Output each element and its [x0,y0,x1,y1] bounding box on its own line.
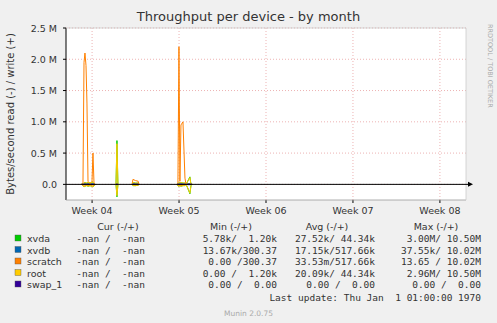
x-grid-line [439,28,440,200]
legend-label: xvda [27,233,50,244]
legend-stat: 0.00 /300.37 [208,256,277,267]
legend-stat: 3.00M/ 10.50M [407,233,482,244]
x-grid-line [266,28,267,200]
y-grid-line [66,153,466,154]
x-tick [439,200,440,203]
legend-stat: -nan / -nan [76,279,145,290]
legend-stat: 2.96M/ 10.50M [407,268,482,279]
legend-stat: 0.00 / 1.20k [203,268,278,279]
legend-header: Avg (-/+) [306,221,349,232]
write-line [82,141,192,185]
read-line [82,184,192,195]
zero-axis [66,184,470,185]
legend-swatch [15,281,21,287]
footer: Munin 2.0.75 [224,309,273,318]
top-range-line [66,28,466,29]
data-group [82,47,192,197]
legend-stat: -nan / -nan [76,233,145,244]
x-tick-label: Week 05 [158,205,199,216]
legend-stat: 0.00 / 0.00 [412,279,481,290]
legend-label: root [27,268,46,279]
legend-stat: 0.00 / 0.00 [306,279,375,290]
legend-stat: 13.67k/300.37 [203,245,277,256]
read-line [82,184,192,197]
legend-swatch [15,270,21,276]
y-tick-label: 1.0 M [31,116,57,127]
legend-stat: 17.15k/517.66k [295,245,375,256]
legend-label: xvdb [27,245,50,256]
axis-arrow [468,182,473,187]
y-grid-line [66,28,466,29]
legend-header: Cur (-/+) [97,221,139,232]
x-tick-label: Week 08 [419,205,460,216]
right-range-line [466,28,467,200]
y-grid-line [66,90,466,91]
y-axis-label: Bytes/second read (-) / write (+) [5,33,16,195]
write-line [82,144,192,185]
legend-swatch [15,258,21,264]
x-tick-label: Week 07 [332,205,373,216]
legend-stat: -nan / -nan [76,268,145,279]
x-tick [266,200,267,203]
legend-swatch [15,247,21,253]
legend-stat: -nan / -nan [76,256,145,267]
write-line [82,47,192,185]
legend-stat: 37.55k/ 10.02M [401,245,481,256]
legend-stat: 20.09k/ 44.34k [295,268,375,279]
x-tick-label: Week 04 [72,205,113,216]
legend-stat: 5.78k/ 1.20k [203,233,278,244]
y-tick-label: 0.0 [42,179,57,190]
chart-root: Throughput per device - by month Bytes/se… [0,0,497,323]
watermark: RRDTOOL / TOBI OETIKER [486,24,494,108]
plot-area [66,28,466,200]
legend-header: Max (-/+) [414,221,459,232]
background [0,0,497,323]
y-tick-label: 2.5 M [31,23,57,34]
x-tick [352,200,353,203]
x-tick-label: Week 06 [245,205,286,216]
legend-stat: 13.65 / 10.02M [401,256,481,267]
chart: Throughput per device - by month Bytes/se… [0,0,497,323]
legend-label: swap_1 [27,279,62,290]
legend-swatch [15,235,21,241]
y-tick-label: 0.5 M [31,148,57,159]
legend-header: Min (-/+) [210,221,252,232]
y-tick-label: 2.0 M [31,54,57,65]
legend-stat: 27.52k/ 44.34k [295,233,375,244]
y-axis-line [66,28,67,200]
legend-stat: 0.00 / 0.00 [208,279,277,290]
x-range-line [66,200,466,201]
x-tick [179,200,180,203]
legend-stat: -nan / -nan [76,245,145,256]
last-update: Last update: Thu Jan 1 01:00:00 1970 [269,292,481,303]
title: Throughput per device - by month [136,9,360,24]
x-grid-line [352,28,353,200]
x-tick [92,200,93,203]
y-tick-label: 1.5 M [31,85,57,96]
legend-stat: 33.53m/517.66k [295,256,375,267]
legend-label: scratch [27,256,62,267]
